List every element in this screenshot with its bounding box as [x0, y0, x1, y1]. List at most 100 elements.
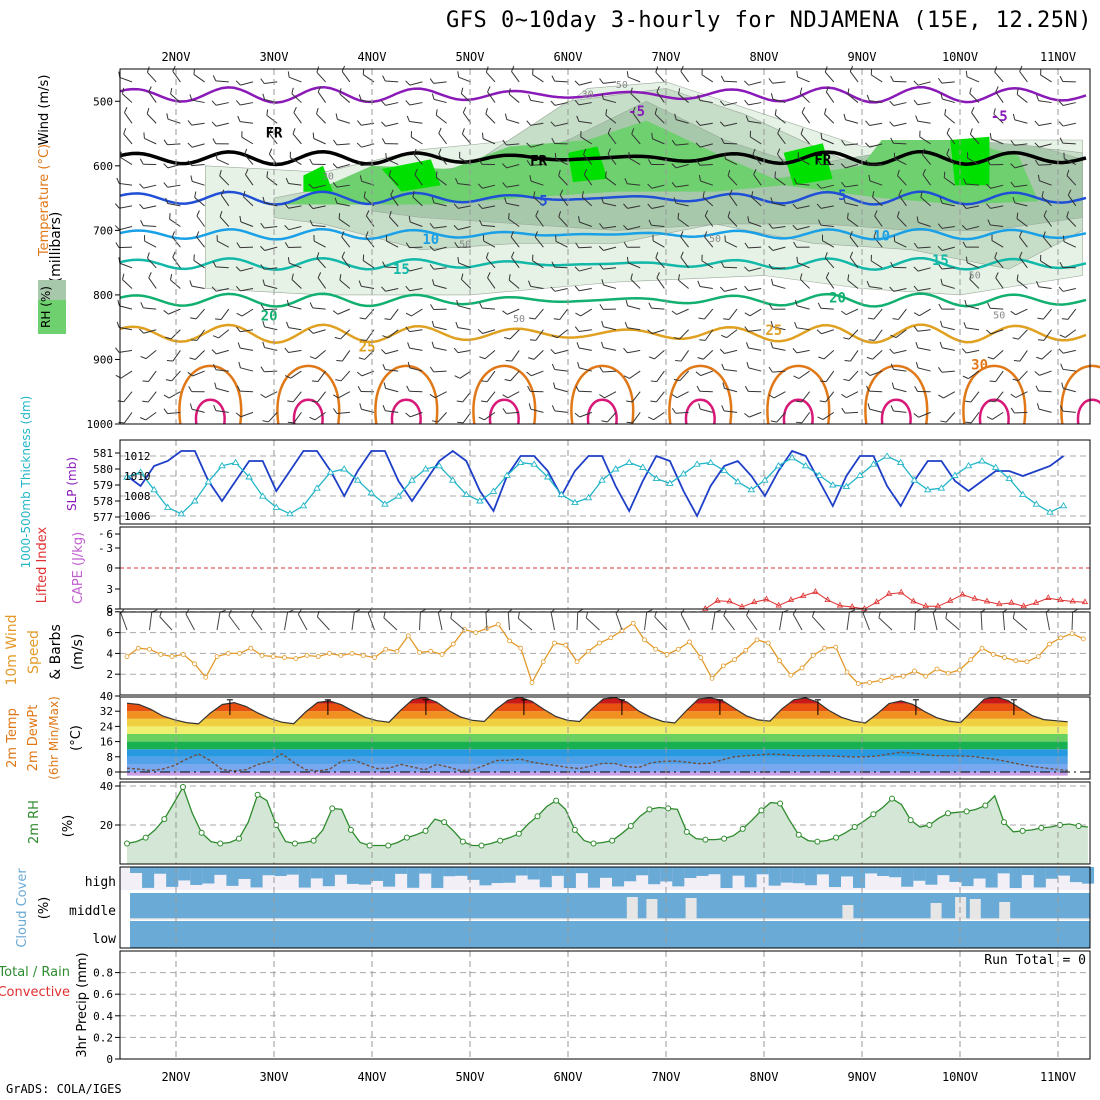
wind-barb-flag: [890, 75, 894, 82]
wind-gridlines: [120, 611, 1090, 675]
wind-barb-flag: [770, 320, 774, 327]
wind-barb-flag: [986, 203, 991, 209]
lifted-index-point: [824, 596, 831, 603]
wind-barb: [752, 154, 762, 165]
wind-barb: [530, 99, 544, 104]
wind-barb-flag: [550, 100, 556, 106]
wind-barb-flag: [794, 322, 798, 328]
wind-barb: [554, 387, 568, 393]
wind-barb-flag: [504, 336, 511, 340]
wind-barb: [893, 387, 907, 393]
wind-barb: [264, 347, 278, 351]
wind-barb-flag: [332, 182, 338, 188]
wind-barb-flag: [236, 312, 243, 317]
wind-barb: [579, 81, 592, 86]
wind-barb: [869, 286, 883, 289]
dewpoint-line: [126, 751, 1068, 772]
wind-barb-flag: [431, 320, 435, 327]
wind-barb-flag: [673, 197, 677, 204]
thickness-point: [435, 461, 443, 469]
wind-barb: [942, 284, 955, 289]
wind-barb: [748, 329, 762, 332]
wind-barb: [554, 266, 568, 269]
wind-barb: [484, 411, 496, 421]
lifted-index-point: [714, 596, 721, 603]
wind-barb-flag: [339, 88, 342, 95]
wind-barb-flag: [1012, 197, 1016, 204]
wind-barb: [312, 205, 326, 210]
cloud-middle-gap: [842, 905, 854, 919]
wind-barb-flag: [704, 231, 708, 238]
tick-label: 16: [100, 736, 113, 749]
wind-barb-flag: [723, 318, 730, 320]
contour-30-loop: [374, 364, 439, 425]
wind-barb-flag: [237, 342, 241, 349]
wind-barb-flag: [648, 219, 652, 226]
wind-barb: [148, 370, 157, 382]
wind-barb: [530, 180, 544, 186]
wind-barb: [942, 246, 955, 251]
wind-barb-flag: [940, 420, 947, 423]
wind-barb-flag: [938, 263, 943, 270]
cloud-high-bar: [768, 867, 781, 886]
wind-barb-flag: [462, 106, 467, 113]
wind-barb-flag: [356, 142, 362, 148]
wind-barb: [796, 183, 810, 186]
wind-barb-flag: [630, 273, 633, 280]
wind-barb-flag: [795, 299, 798, 306]
cloud-high-bar: [166, 867, 179, 887]
wind-barb: [1019, 257, 1028, 269]
wind-barb-flag: [140, 302, 144, 309]
wind-barb-flag: [631, 128, 635, 135]
cloud-high-bar: [853, 867, 866, 888]
lifted-index-point: [1057, 596, 1064, 603]
wind-barb-flag: [332, 310, 339, 315]
wind-barb: [848, 370, 859, 381]
wind-barb: [990, 205, 1004, 209]
wind-barb-flag: [581, 191, 584, 198]
wind-barb-flag: [239, 215, 242, 222]
cloud-middle-gap: [685, 898, 697, 919]
wind-barb: [385, 349, 399, 355]
wind-barb-flag: [284, 203, 290, 209]
wind-barb: [147, 391, 157, 403]
contour-label: FR: [530, 154, 547, 170]
wind-barb-flag: [510, 231, 514, 238]
wind-barb-flag: [1012, 113, 1016, 120]
surface-wind-barb-flag: [746, 609, 750, 616]
surface-wind-barb: [383, 617, 398, 631]
cloud-high-bar: [744, 867, 757, 888]
wind-barb-flag: [357, 385, 362, 392]
tick-label: 0.2: [93, 1031, 113, 1044]
wind-barb-flag: [553, 318, 560, 320]
temperature-legend-label: Temperature (°C): [37, 144, 52, 257]
wind-barb-flag: [123, 128, 127, 135]
wind-barb-flag: [727, 169, 731, 176]
wind-barb: [1063, 387, 1076, 393]
wind-barb: [485, 113, 496, 124]
wind-barb-flag: [583, 148, 587, 155]
wind-barb: [1038, 408, 1052, 413]
wind-barb-flag: [166, 359, 173, 362]
wind-barb: [995, 91, 1004, 103]
wind-barb: [486, 370, 496, 382]
rh-date-grid: [175, 782, 1059, 864]
wind-barb: [436, 114, 447, 124]
wind-barb: [941, 225, 955, 229]
wind-barb-flag: [599, 223, 604, 229]
wind-speed-point: [1047, 641, 1052, 647]
wind-barb: [675, 411, 689, 414]
wind-barb: [726, 329, 738, 339]
wind-barb: [723, 142, 738, 145]
wind-barb-flag: [196, 210, 200, 217]
wind-barb-flag: [800, 128, 804, 135]
wind-barb-flag: [915, 362, 919, 369]
wind-barb: [627, 183, 641, 186]
wind-barb-flag: [405, 266, 411, 272]
cloud-high-bar: [1057, 867, 1070, 876]
wind-barb: [1042, 236, 1052, 248]
wind-barb: [268, 412, 278, 423]
rh-point: [403, 834, 410, 841]
thickness-point: [815, 471, 824, 478]
